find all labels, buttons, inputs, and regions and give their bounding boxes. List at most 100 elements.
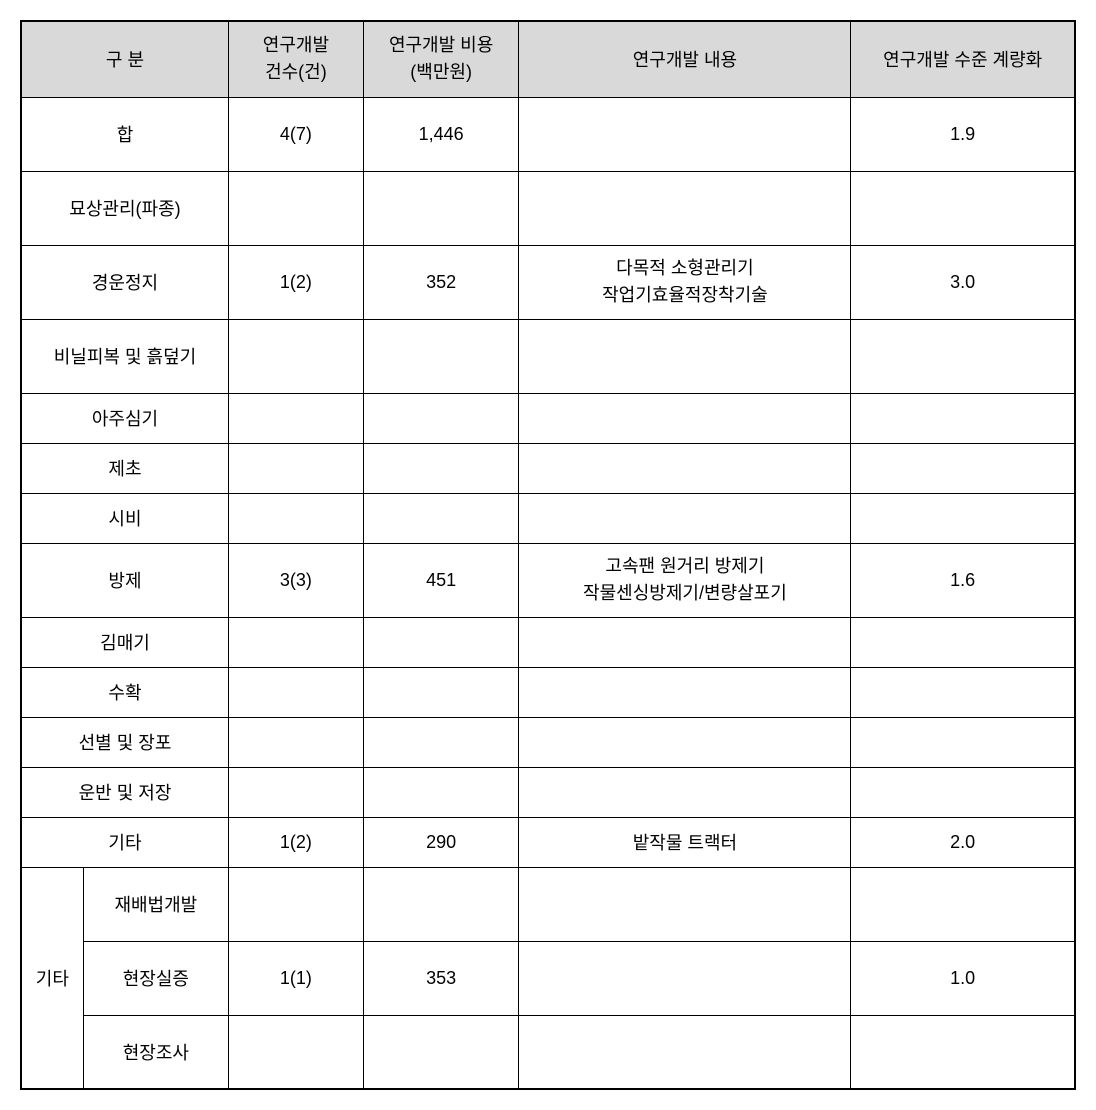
- cell-cost: [363, 617, 519, 667]
- cell-content: 밭작물 트랙터: [519, 817, 851, 867]
- row-tillage: 경운정지 1(2) 352 다목적 소형관리기작업기효율적장착기술 3.0: [21, 245, 1075, 319]
- cell-cost: [363, 867, 519, 941]
- row-transport: 운반 및 저장: [21, 767, 1075, 817]
- cell-count: [228, 617, 363, 667]
- row-harvest: 수확: [21, 667, 1075, 717]
- cell-level: [851, 1015, 1075, 1089]
- cell-cost: 353: [363, 941, 519, 1015]
- header-category: 구 분: [21, 21, 228, 97]
- header-level: 연구개발 수준 계량화: [851, 21, 1075, 97]
- row-total: 합 4(7) 1,446 1.9: [21, 97, 1075, 171]
- cell-content: [519, 97, 851, 171]
- cell-count: [228, 717, 363, 767]
- cell-count: [228, 767, 363, 817]
- cell-cost: 290: [363, 817, 519, 867]
- cell-count: [228, 319, 363, 393]
- cell-label: 현장조사: [83, 1015, 228, 1089]
- cell-cost: [363, 667, 519, 717]
- cell-level: [851, 319, 1075, 393]
- cell-count: 1(2): [228, 245, 363, 319]
- cell-cost: 352: [363, 245, 519, 319]
- row-seedbed: 묘상관리(파종): [21, 171, 1075, 245]
- cell-label: 제초: [21, 443, 228, 493]
- cell-label: 김매기: [21, 617, 228, 667]
- cell-count: 1(1): [228, 941, 363, 1015]
- header-cost: 연구개발 비용(백만원): [363, 21, 519, 97]
- row-etc-fieldtest: 현장실증 1(1) 353 1.0: [21, 941, 1075, 1015]
- cell-count: [228, 1015, 363, 1089]
- row-other: 기타 1(2) 290 밭작물 트랙터 2.0: [21, 817, 1075, 867]
- cell-label: 시비: [21, 493, 228, 543]
- cell-count: 1(2): [228, 817, 363, 867]
- cell-label: 비닐피복 및 흙덮기: [21, 319, 228, 393]
- cell-count: 3(3): [228, 543, 363, 617]
- cell-level: 2.0: [851, 817, 1075, 867]
- cell-count: [228, 867, 363, 941]
- cell-content: [519, 171, 851, 245]
- cell-level: [851, 667, 1075, 717]
- cell-label: 재배법개발: [83, 867, 228, 941]
- header-count: 연구개발건수(건): [228, 21, 363, 97]
- cell-level: 1.0: [851, 941, 1075, 1015]
- cell-label: 방제: [21, 543, 228, 617]
- cell-etc-group: 기타: [21, 867, 83, 1089]
- cell-content: [519, 1015, 851, 1089]
- cell-level: [851, 493, 1075, 543]
- row-cultivation: 김매기: [21, 617, 1075, 667]
- cell-level: 1.6: [851, 543, 1075, 617]
- cell-content: [519, 617, 851, 667]
- row-weeding: 제초: [21, 443, 1075, 493]
- cell-content: [519, 717, 851, 767]
- cell-label: 선별 및 장포: [21, 717, 228, 767]
- cell-count: [228, 667, 363, 717]
- cell-content: 고속팬 원거리 방제기작물센싱방제기/변량살포기: [519, 543, 851, 617]
- cell-cost: [363, 443, 519, 493]
- cell-label: 묘상관리(파종): [21, 171, 228, 245]
- cell-label: 아주심기: [21, 393, 228, 443]
- row-mulching: 비닐피복 및 흙덮기: [21, 319, 1075, 393]
- cell-content: [519, 393, 851, 443]
- cell-cost: [363, 319, 519, 393]
- cell-level: 1.9: [851, 97, 1075, 171]
- row-etc-method: 기타 재배법개발: [21, 867, 1075, 941]
- cell-label: 기타: [21, 817, 228, 867]
- cell-cost: 1,446: [363, 97, 519, 171]
- cell-level: [851, 767, 1075, 817]
- cell-label: 합: [21, 97, 228, 171]
- cell-count: [228, 493, 363, 543]
- cell-cost: 451: [363, 543, 519, 617]
- cell-label: 경운정지: [21, 245, 228, 319]
- cell-count: [228, 443, 363, 493]
- row-sorting: 선별 및 장포: [21, 717, 1075, 767]
- cell-level: [851, 617, 1075, 667]
- cell-cost: [363, 393, 519, 443]
- row-fertilizing: 시비: [21, 493, 1075, 543]
- cell-content: [519, 493, 851, 543]
- row-transplant: 아주심기: [21, 393, 1075, 443]
- cell-content: [519, 941, 851, 1015]
- cell-label: 현장실증: [83, 941, 228, 1015]
- cell-level: [851, 867, 1075, 941]
- cell-level: [851, 393, 1075, 443]
- row-etc-survey: 현장조사: [21, 1015, 1075, 1089]
- cell-label: 수확: [21, 667, 228, 717]
- cell-cost: [363, 1015, 519, 1089]
- header-content: 연구개발 내용: [519, 21, 851, 97]
- cell-count: [228, 393, 363, 443]
- cell-count: 4(7): [228, 97, 363, 171]
- cell-level: 3.0: [851, 245, 1075, 319]
- cell-cost: [363, 717, 519, 767]
- cell-level: [851, 171, 1075, 245]
- cell-cost: [363, 767, 519, 817]
- header-row: 구 분 연구개발건수(건) 연구개발 비용(백만원) 연구개발 내용 연구개발 …: [21, 21, 1075, 97]
- row-pestcontrol: 방제 3(3) 451 고속팬 원거리 방제기작물센싱방제기/변량살포기 1.6: [21, 543, 1075, 617]
- cell-content: [519, 667, 851, 717]
- cell-count: [228, 171, 363, 245]
- cell-content: [519, 319, 851, 393]
- cell-level: [851, 717, 1075, 767]
- cell-cost: [363, 171, 519, 245]
- research-development-table: 구 분 연구개발건수(건) 연구개발 비용(백만원) 연구개발 내용 연구개발 …: [20, 20, 1076, 1090]
- cell-level: [851, 443, 1075, 493]
- cell-label: 운반 및 저장: [21, 767, 228, 817]
- cell-cost: [363, 493, 519, 543]
